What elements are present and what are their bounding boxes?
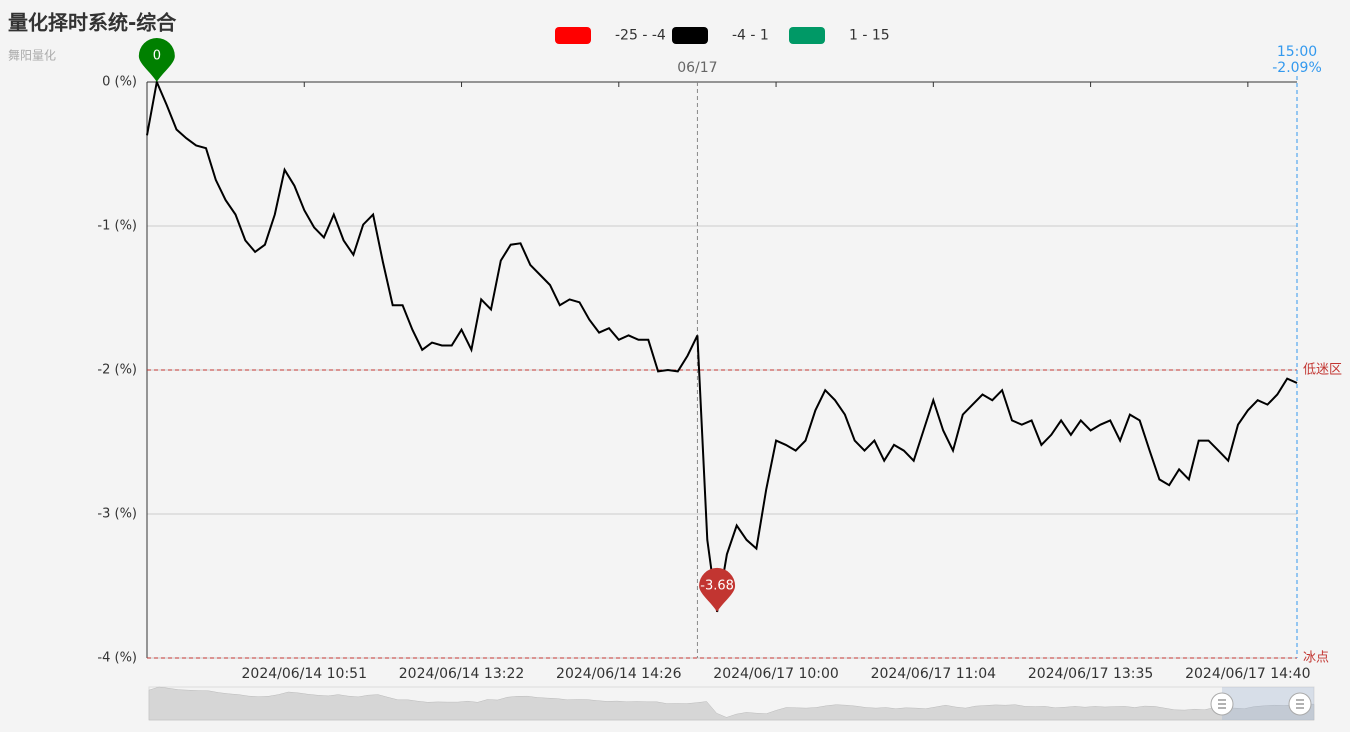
series-line [146, 78, 1298, 613]
x-tick-label: 2024/06/14 13:22 [399, 666, 525, 682]
legend-swatch [789, 27, 825, 44]
y-tick-label: -3 (%) [97, 507, 137, 522]
x-tick-label: 2024/06/14 14:26 [556, 666, 682, 682]
x-tick-label: 2024/06/17 10:00 [713, 666, 839, 682]
legend-label: -25 - -4 [615, 28, 666, 44]
x-tick-label: 2024/06/17 13:35 [1028, 666, 1154, 682]
legend-label: -4 - 1 [732, 28, 769, 44]
axis-pointer-y: -2.09% [1272, 60, 1322, 76]
legend-swatch [555, 27, 591, 44]
legend-swatch [672, 27, 708, 44]
slider-handle-grip [1296, 699, 1304, 709]
x-tick-label: 2024/06/14 10:51 [242, 666, 368, 682]
x-tick-label: 2024/06/17 14:40 [1185, 666, 1311, 682]
chart-title: 量化择时系统-综合 [8, 11, 177, 35]
chart-subtitle: 舞阳量化 [8, 49, 56, 63]
mark-line-label: 冰点 [1303, 651, 1329, 666]
min-pin-label: -3.68 [700, 578, 734, 593]
legend-label: 1 - 15 [849, 28, 890, 44]
day-divider-label: 06/17 [677, 60, 717, 76]
y-tick-label: -1 (%) [97, 219, 137, 234]
y-tick-label: -4 (%) [97, 651, 137, 666]
y-tick-label: -2 (%) [97, 363, 137, 378]
y-tick-label: 0 (%) [102, 75, 137, 90]
axis-pointer-x: 15:00 [1277, 44, 1317, 60]
max-pin-label: 0 [153, 49, 161, 64]
x-tick-label: 2024/06/17 11:04 [871, 666, 997, 682]
slider-handle-grip [1218, 699, 1226, 709]
max-pin [138, 38, 175, 82]
mark-line-label: 低迷区 [1303, 363, 1342, 378]
min-pin [699, 567, 736, 612]
slider-area [148, 686, 1315, 721]
